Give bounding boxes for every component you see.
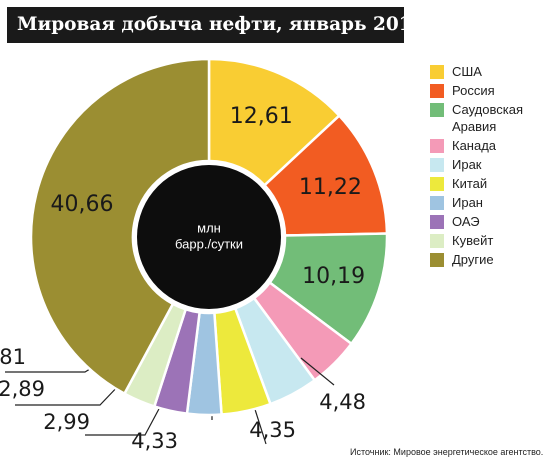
legend-label-canada: Канада [452, 138, 497, 153]
legend-item-saudi-arabia: Саудовская Аравия [430, 101, 553, 135]
data-label-usa: 12,61 [230, 104, 293, 129]
legend-swatch-other [430, 253, 444, 267]
legend-item-kuwait: Кувейт [430, 232, 553, 249]
legend-label-china: Китай [452, 176, 488, 191]
data-label-kuwait: 2,81 [0, 345, 26, 369]
legend-label-kuwait: Кувейт [452, 233, 494, 248]
pie-slice-usa [207, 57, 342, 187]
legend-label-iran: Иран [452, 195, 483, 210]
legend-label-iraq: Ирак [452, 157, 482, 172]
legend-item-usa: США [430, 63, 553, 80]
data-label-canada: 4,48 [319, 390, 366, 414]
chart-title: Мировая добыча нефти, январь 2016 г. [7, 7, 449, 43]
data-label-saudi-arabia: 10,19 [302, 264, 365, 289]
data-label-iraq: 4,35 [249, 418, 296, 442]
pie-slice-other [29, 57, 211, 396]
legend-swatch-russia [430, 84, 444, 98]
legend-label-russia: Россия [452, 83, 495, 98]
legend-swatch-saudi-arabia [430, 103, 444, 117]
data-label-iran: 2,99 [43, 410, 90, 434]
legend-swatch-china [430, 177, 444, 191]
center-label-line-1: млн [197, 220, 221, 235]
legend-swatch-uae [430, 215, 444, 229]
legend-item-iraq: Ирак [430, 156, 553, 173]
source-note: Источник: Мировое энергетическое агентст… [350, 447, 544, 457]
data-label-uae: 2,89 [0, 377, 45, 401]
legend-label-uae: ОАЭ [452, 214, 480, 229]
legend: США Россия Саудовская Аравия Канада Ирак… [430, 63, 553, 270]
data-label-russia: 11,22 [299, 175, 362, 200]
donut-center [137, 165, 281, 309]
center-label-line-2: барр./сутки [175, 236, 243, 251]
legend-label-other: Другие [452, 252, 494, 267]
legend-swatch-usa [430, 65, 444, 79]
legend-label-saudi-arabia: Саудовская Аравия [452, 102, 524, 134]
data-label-china: 4,33 [131, 429, 178, 453]
legend-swatch-iraq [430, 158, 444, 172]
legend-swatch-iran [430, 196, 444, 210]
legend-item-iran: Иран [430, 194, 553, 211]
legend-item-uae: ОАЭ [430, 213, 553, 230]
legend-item-canada: Канада [430, 137, 553, 154]
leader-line-uae [15, 381, 123, 406]
legend-item-other: Другие [430, 251, 553, 268]
legend-label-usa: США [452, 64, 482, 79]
data-label-other: 40,66 [50, 192, 113, 217]
leader-line-canada [300, 357, 335, 386]
legend-item-china: Китай [430, 175, 553, 192]
legend-swatch-canada [430, 139, 444, 153]
legend-item-russia: Россия [430, 82, 553, 99]
legend-swatch-kuwait [430, 234, 444, 248]
